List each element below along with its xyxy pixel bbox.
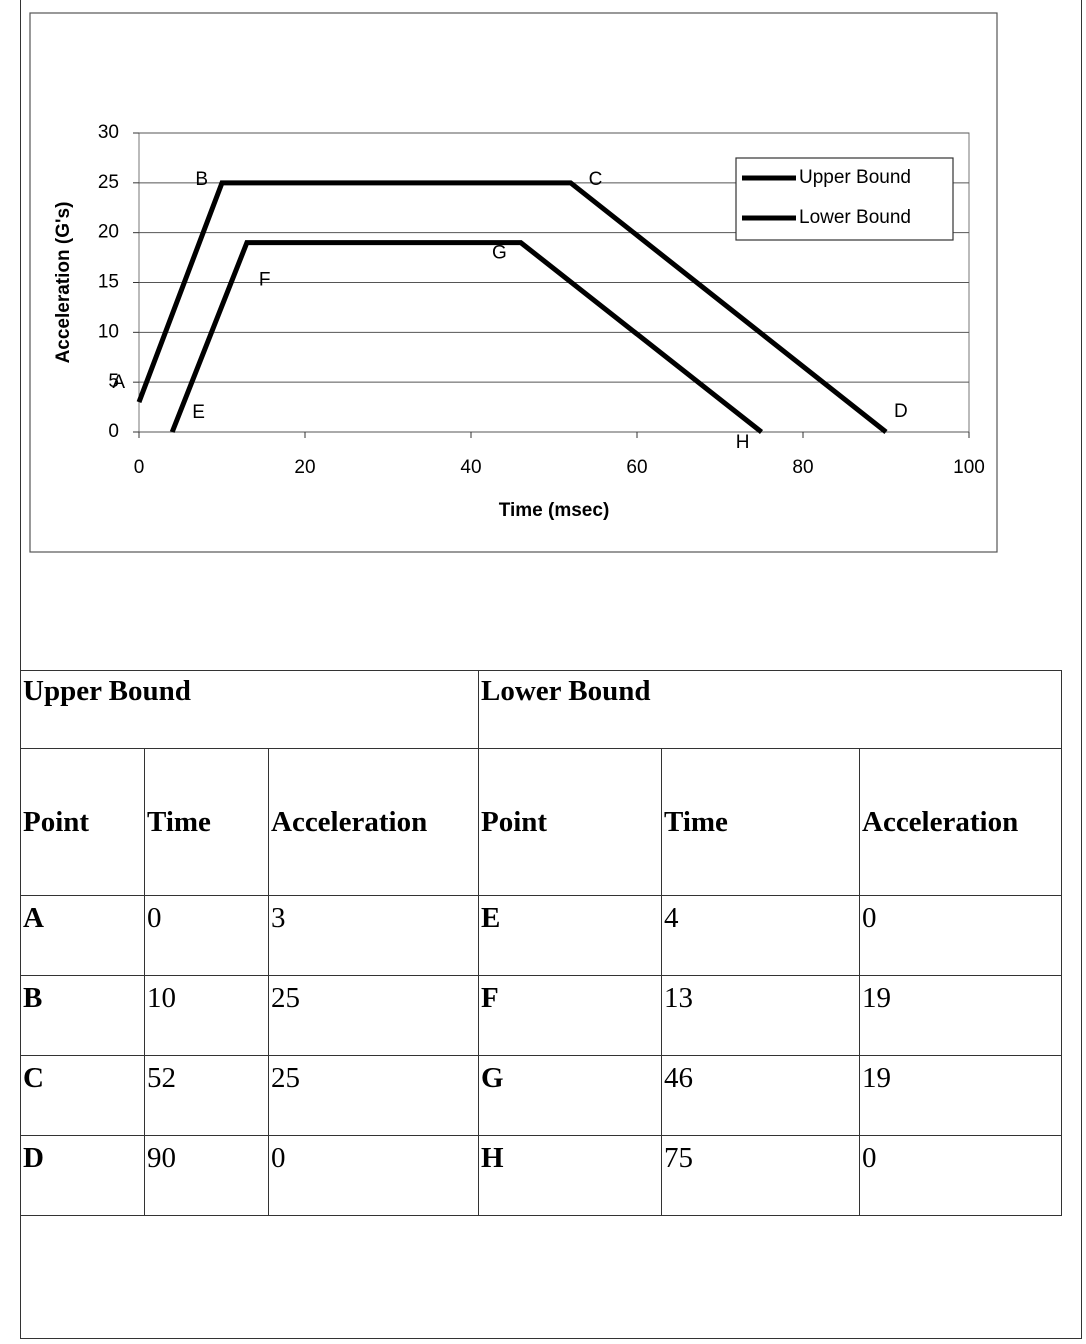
column-header: Point (20, 748, 145, 896)
table-cell: 19 (859, 975, 1062, 1056)
table-cell: B (20, 975, 145, 1056)
point-label: H (736, 432, 750, 453)
y-tick-label: 20 (98, 222, 119, 243)
table-cell: 0 (268, 1135, 479, 1216)
table-cell: G (478, 1055, 662, 1136)
table-cell: 52 (144, 1055, 269, 1136)
table-row: B 10 25 F 13 19 (20, 975, 1062, 1056)
table-cell: 4 (661, 895, 860, 976)
table-cell: E (478, 895, 662, 976)
table-cell: 3 (268, 895, 479, 976)
group-header: Upper Bound (20, 670, 479, 749)
y-tick-label: 5 (108, 371, 119, 392)
table-cell: 25 (268, 975, 479, 1056)
table-row: D 90 0 H 75 0 (20, 1135, 1062, 1216)
y-tick-label: 30 (98, 122, 119, 143)
point-label: D (894, 401, 908, 422)
x-tick-label: 60 (626, 457, 647, 478)
point-label: E (192, 402, 205, 423)
table-cell: A (20, 895, 145, 976)
chart: 0 5 10 15 20 25 30 0 20 40 60 80 100 Time (msec) Accel… (29, 12, 998, 553)
point-label: A (112, 372, 125, 393)
group-header: Lower Bound (478, 670, 1062, 749)
table-cell: 0 (859, 895, 1062, 976)
table-cell: 25 (268, 1055, 479, 1136)
chart-frame (29, 12, 998, 553)
table-cell: 13 (661, 975, 860, 1056)
x-axis-title: Time (msec) (499, 500, 610, 521)
y-axis-title: Acceleration (G's) (53, 202, 74, 364)
y-tick-label: 10 (98, 321, 119, 342)
x-tick-label: 20 (294, 457, 315, 478)
table-row: Upper Bound Lower Bound (20, 670, 1062, 749)
table-cell: F (478, 975, 662, 1056)
x-tick-label: 0 (134, 457, 145, 478)
x-tick-label: 40 (460, 457, 481, 478)
series-line (136, 180, 888, 434)
legend-label: Lower Bound (799, 207, 911, 228)
table-cell: H (478, 1135, 662, 1216)
table-cell: 90 (144, 1135, 269, 1216)
y-tick-label: 15 (98, 272, 119, 293)
legend (735, 157, 954, 241)
table-cell: 0 (144, 895, 269, 976)
table-row: Point Time Acceleration Point Time Accelerati… (20, 748, 1062, 896)
column-header: Acceleration (859, 748, 1062, 896)
point-label: C (589, 169, 603, 190)
point-label: F (259, 270, 271, 291)
column-header: Time (661, 748, 860, 896)
table-cell: 10 (144, 975, 269, 1056)
table-cell: 0 (859, 1135, 1062, 1216)
table-cell: 75 (661, 1135, 860, 1216)
column-header: Time (144, 748, 269, 896)
series-line (169, 240, 764, 434)
data-table: Upper Bound Lower Bound Point Time Accelerat… (20, 670, 1062, 1216)
column-header: Acceleration (268, 748, 479, 896)
x-tick-label: 80 (792, 457, 813, 478)
y-tick-label: 25 (98, 172, 119, 193)
table-cell: C (20, 1055, 145, 1136)
legend-label: Upper Bound (799, 167, 911, 188)
table-row: C 52 25 G 46 19 (20, 1055, 1062, 1136)
point-label: G (492, 243, 507, 264)
table-cell: D (20, 1135, 145, 1216)
table-cell: 46 (661, 1055, 860, 1136)
y-tick-label: 0 (108, 421, 119, 442)
x-tick-label: 100 (953, 457, 985, 478)
page-frame (20, 0, 1082, 1339)
table-cell: 19 (859, 1055, 1062, 1136)
point-label: B (195, 169, 208, 190)
column-header: Point (478, 748, 662, 896)
